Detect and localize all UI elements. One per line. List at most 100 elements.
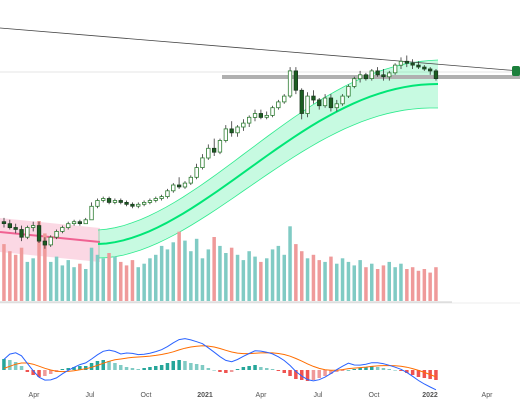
macd-histogram-bar [393, 370, 397, 371]
volume-bar [189, 251, 193, 301]
volume-bar [340, 258, 345, 301]
candle-body [404, 60, 410, 64]
macd-histogram-bar [19, 366, 24, 370]
candle-body [235, 126, 240, 134]
volume-bar [410, 267, 415, 301]
volume-bar [78, 263, 82, 301]
macd-histogram-bar [25, 370, 30, 372]
candle-body [340, 95, 345, 105]
macd-histogram-bar [235, 369, 240, 370]
macd-histogram-bar [311, 370, 316, 380]
candle-body [83, 219, 88, 225]
macd-histogram-bar [165, 363, 170, 370]
candle-body [159, 196, 164, 199]
macd-histogram-bar [247, 366, 251, 370]
macd-histogram-bar [37, 370, 41, 377]
volume-bar [346, 261, 351, 301]
macd-histogram-bar [410, 370, 415, 375]
macd-histogram-bar [323, 370, 327, 376]
volume-bar [37, 221, 41, 301]
macd-histogram-bar [8, 360, 12, 370]
macd-histogram-bar [136, 369, 140, 370]
macd-histogram-bar [416, 370, 421, 377]
x-tick-label: Apr [29, 392, 41, 399]
candle-body [7, 223, 13, 228]
volume-bar [317, 260, 321, 301]
macd-histogram-bar [270, 369, 275, 370]
volume-bar [194, 238, 199, 301]
candle-body [200, 157, 205, 168]
volume-bar [206, 249, 211, 301]
volume-bar [370, 263, 374, 301]
candle-body [206, 147, 211, 159]
x-tick-label: 2022 [422, 392, 438, 399]
volume-bar [300, 251, 304, 301]
volume-bar [2, 244, 6, 301]
macd-histogram-bar [200, 365, 205, 370]
macd-histogram-bar [381, 368, 386, 370]
candle-body [182, 182, 188, 188]
volume-bar [422, 269, 427, 301]
candle-body [153, 198, 158, 201]
volume-bar [119, 261, 123, 301]
volume-bar [31, 258, 35, 301]
green-band-upper [97, 59, 439, 231]
volume-bar [212, 237, 216, 301]
candle-body [194, 167, 199, 178]
macd-histogram-bar [229, 370, 234, 372]
candle-body [165, 190, 170, 198]
candle-body [101, 198, 106, 201]
volume-bar [66, 260, 70, 301]
macd-histogram-bar [317, 370, 321, 378]
volume-bar [165, 249, 170, 301]
candle-body [422, 66, 427, 70]
macd-histogram-bar [189, 363, 193, 370]
candle-body [334, 103, 339, 109]
macd-histogram-bar [49, 370, 53, 374]
candle-body [241, 122, 246, 128]
macd-histogram-bar [282, 370, 286, 373]
macd-histogram-bar [31, 370, 35, 375]
candle-body [287, 70, 293, 97]
candle-body [387, 72, 392, 78]
macd-histogram-bar [241, 367, 246, 370]
candle-body [36, 225, 42, 242]
macd-histogram-bar [177, 360, 181, 370]
volume-bar [434, 267, 438, 301]
macd-histogram-bar [224, 370, 228, 373]
macd-histogram-bar [288, 370, 292, 376]
volume-bar [60, 265, 65, 301]
macd-histogram-bar [364, 367, 368, 370]
volume-bar [288, 226, 292, 301]
candle-body [276, 101, 281, 109]
macd-histogram-bar [171, 361, 175, 370]
macd-histogram-bar [154, 366, 158, 370]
volume-bar [265, 258, 269, 301]
macd-histogram-bar [78, 366, 82, 370]
volume-bar [270, 249, 275, 301]
candle-body [352, 78, 357, 87]
volume-bar [101, 258, 105, 301]
macd-histogram-bar [113, 363, 117, 370]
macd-histogram-bar [66, 368, 70, 370]
green-band-lower [97, 107, 438, 259]
macd-histogram-bar [13, 362, 18, 370]
volume-bar [375, 269, 380, 301]
volume-bar [72, 267, 76, 301]
macd-histogram-bar [212, 370, 216, 371]
macd-histogram-bar [218, 370, 222, 372]
candle-body [357, 74, 363, 80]
volume-bar [25, 261, 30, 301]
volume-bar [323, 261, 327, 301]
candle-body [171, 184, 176, 192]
candle-body [77, 221, 82, 224]
volume-bar [294, 244, 298, 301]
volume-bar [154, 254, 158, 301]
volume-bar [329, 256, 333, 301]
candle-body [317, 99, 322, 107]
candle-body [1, 221, 7, 224]
candle-body [30, 225, 36, 228]
candle-body [305, 95, 310, 114]
